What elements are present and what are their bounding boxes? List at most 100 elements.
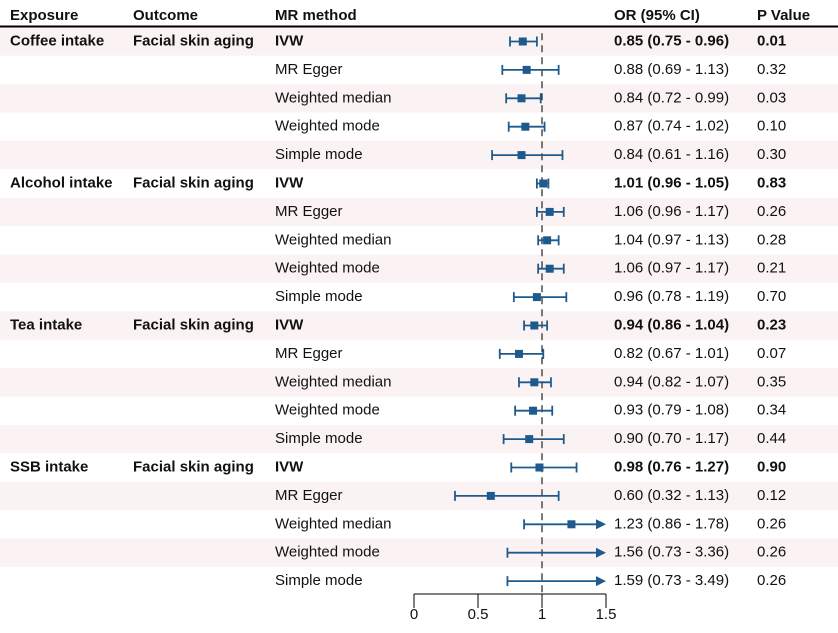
p-value: 0.26 [757,572,786,589]
point-estimate [567,520,576,529]
x-tick-label: 1 [538,606,546,623]
or-ci-value: 0.96 (0.78 - 1.19) [614,288,729,305]
point-estimate [530,378,539,387]
method-label: Weighted mode [275,260,380,277]
point-estimate [514,349,523,358]
point-estimate [525,435,534,444]
column-headers: Exposure Outcome MR method OR (95% CI) P Val… [10,7,810,24]
exposure-label: Coffee intake [10,32,104,49]
method-label: Weighted mode [275,118,380,135]
method-label: MR Egger [275,61,343,78]
row-stripe [0,197,838,227]
p-value: 0.26 [757,203,786,220]
method-label: Simple mode [275,430,363,447]
method-label: Weighted mode [275,544,380,561]
outcome-label: Facial skin aging [133,32,254,49]
point-estimate [535,463,544,472]
method-label: IVW [275,316,304,333]
p-value: 0.44 [757,430,786,447]
method-label: MR Egger [275,487,343,504]
p-value: 0.12 [757,487,786,504]
p-value: 0.32 [757,61,786,78]
ci-arrow [596,547,606,558]
or-ci-value: 0.85 (0.75 - 0.96) [614,32,729,49]
method-label: Simple mode [275,288,363,305]
point-estimate [518,37,527,46]
or-ci-value: 0.88 (0.69 - 1.13) [614,61,729,78]
outcome-label: Facial skin aging [133,316,254,333]
p-value: 0.23 [757,316,786,333]
outcome-label: Facial skin aging [133,174,254,191]
row-stripe [0,84,838,113]
p-value: 0.30 [757,146,786,163]
method-label: Weighted median [275,231,391,248]
or-ci-value: 0.87 (0.74 - 1.02) [614,118,729,135]
row-stripe [0,311,838,340]
point-estimate [532,293,541,302]
method-label: Weighted median [275,89,391,106]
header-exposure: Exposure [10,7,78,24]
method-label: Weighted median [275,515,391,532]
method-label: MR Egger [275,345,343,362]
or-ci-value: 0.94 (0.86 - 1.04) [614,316,729,333]
row-stripe [0,368,838,397]
p-value: 0.83 [757,174,786,191]
point-estimate [517,151,526,160]
p-value: 0.01 [757,32,786,49]
p-value: 0.03 [757,89,786,106]
or-ci-value: 0.94 (0.82 - 1.07) [614,373,729,390]
method-label: IVW [275,458,304,475]
ci-arrow [596,576,606,587]
p-value: 0.28 [757,231,786,248]
method-label: Weighted mode [275,402,380,419]
or-ci-value: 0.84 (0.72 - 0.99) [614,89,729,106]
or-ci-value: 0.82 (0.67 - 1.01) [614,345,729,362]
exposure-label: Tea intake [10,316,82,333]
method-label: IVW [275,174,304,191]
header-p: P Value [757,7,810,24]
or-ci-value: 0.90 (0.70 - 1.17) [614,430,729,447]
point-estimate [530,321,539,330]
or-ci-value: 1.23 (0.86 - 1.78) [614,515,729,532]
method-label: Simple mode [275,146,363,163]
outcome-label: Facial skin aging [133,458,254,475]
row-stripe [0,538,838,567]
method-label: IVW [275,32,304,49]
row-stripe [0,254,838,283]
point-estimate [543,236,552,245]
p-value: 0.26 [757,515,786,532]
x-tick-label: 0.5 [468,606,489,623]
or-ci-value: 0.60 (0.32 - 1.13) [614,487,729,504]
exposure-label: SSB intake [10,458,88,475]
p-value: 0.70 [757,288,786,305]
header-outcome: Outcome [133,7,198,24]
header-method: MR method [275,7,357,24]
point-estimate [517,94,526,103]
point-estimate [529,406,538,415]
p-value: 0.26 [757,544,786,561]
row-stripe [0,27,838,56]
or-ci-value: 1.04 (0.97 - 1.13) [614,231,729,248]
method-label: MR Egger [275,203,343,220]
or-ci-value: 0.98 (0.76 - 1.27) [614,458,729,475]
or-ci-value: 1.06 (0.97 - 1.17) [614,260,729,277]
point-estimate [539,179,548,188]
or-ci-value: 0.84 (0.61 - 1.16) [614,146,729,163]
point-estimate [522,65,531,74]
p-value: 0.34 [757,402,786,419]
p-value: 0.10 [757,118,786,135]
row-stripe [0,140,838,170]
method-label: Weighted median [275,373,391,390]
method-label: Simple mode [275,572,363,589]
plot-area [454,33,606,596]
row-stripe [0,424,838,454]
or-ci-value: 1.59 (0.73 - 3.49) [614,572,729,589]
or-ci-value: 1.56 (0.73 - 3.36) [614,544,729,561]
point-estimate [545,207,554,216]
row-stripe [0,481,838,511]
or-ci-value: 1.06 (0.96 - 1.17) [614,203,729,220]
ci-arrow [596,519,606,530]
point-estimate [486,491,495,500]
header-or-ci: OR (95% CI) [614,7,700,24]
